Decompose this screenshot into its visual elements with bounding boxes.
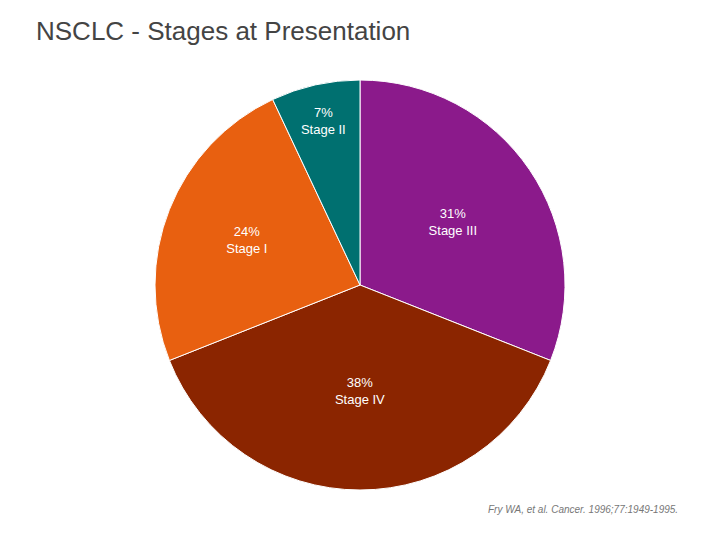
svg-text:38%Stage IV: 38%Stage IV: [335, 375, 385, 407]
svg-text:NSCLC - Stages at Presentation: NSCLC - Stages at Presentation: [36, 16, 410, 46]
svg-text:7%Stage II: 7%Stage II: [301, 105, 346, 137]
svg-text:Fry WA, et al. Cancer. 1996;77: Fry WA, et al. Cancer. 1996;77:1949-1995…: [488, 504, 678, 515]
svg-text:24%Stage I: 24%Stage I: [226, 224, 267, 256]
svg-text:31%Stage III: 31%Stage III: [429, 206, 477, 238]
